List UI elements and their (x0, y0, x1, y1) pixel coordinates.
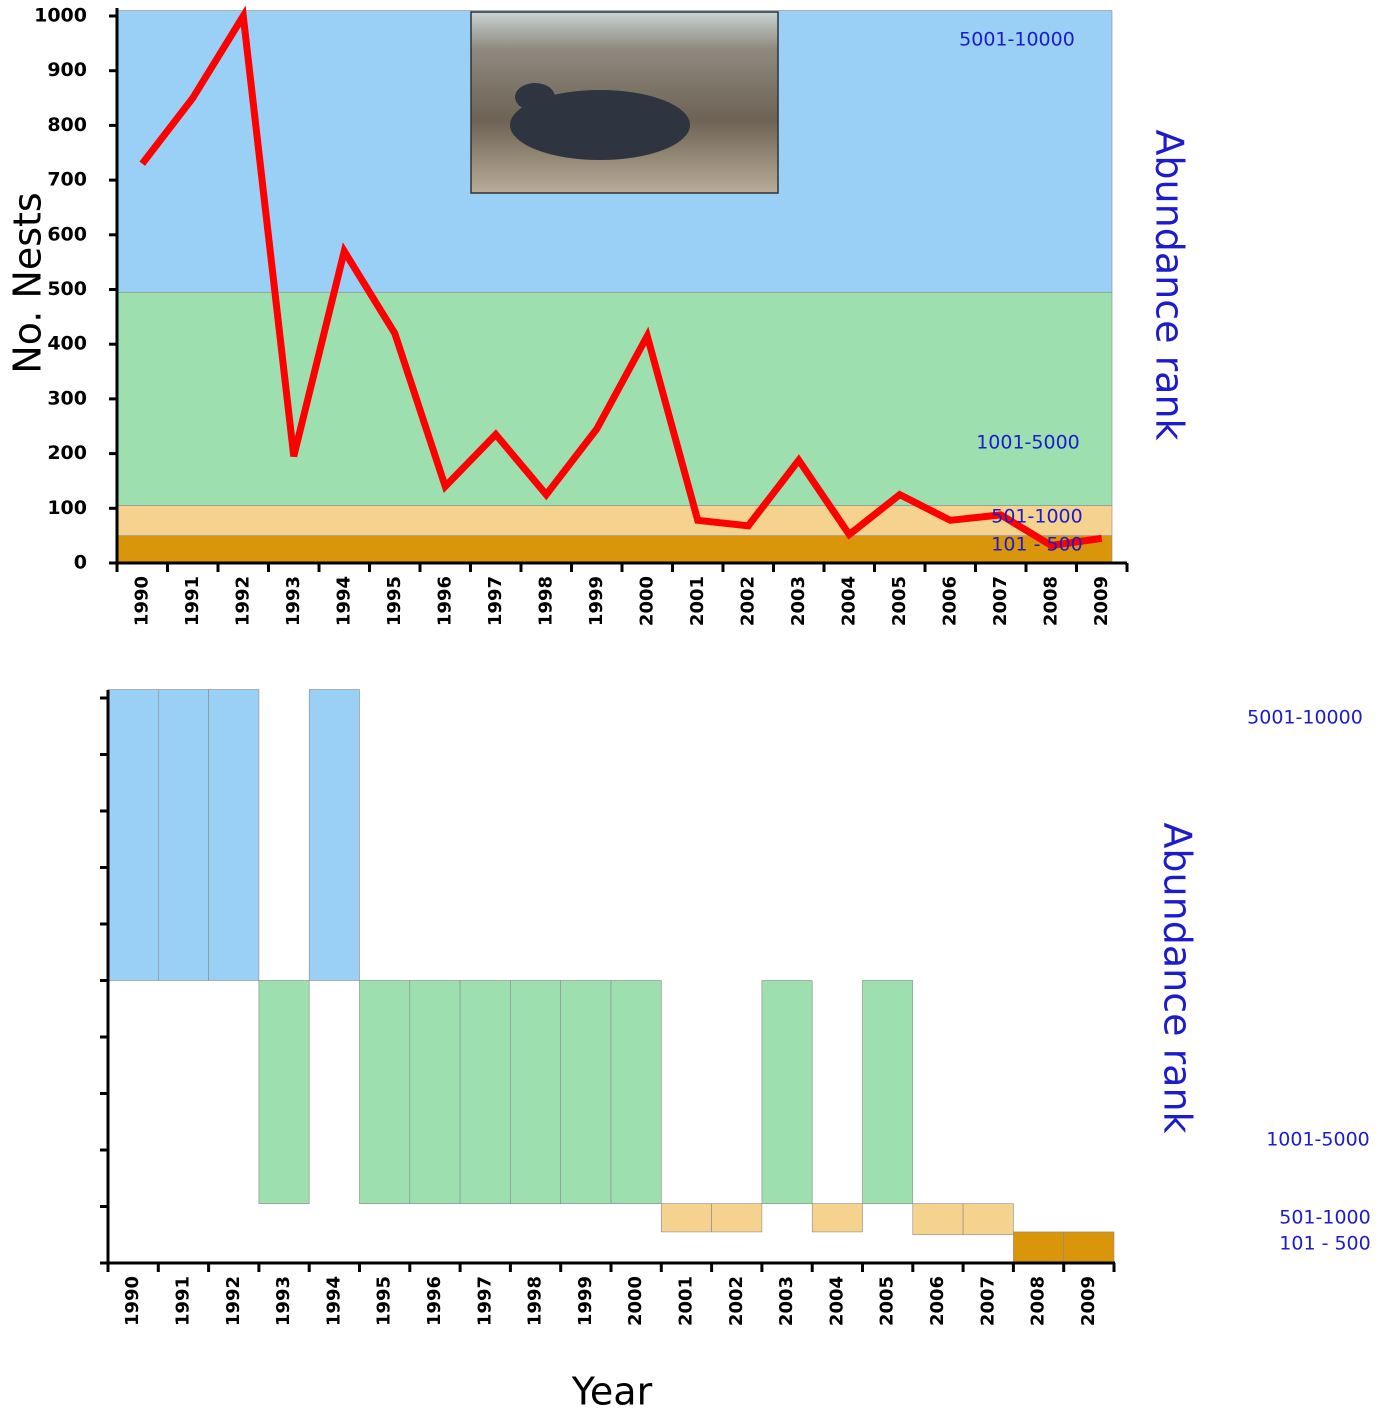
x-tick-label: 2004 (838, 576, 859, 626)
x-tick-label: 1993 (273, 1276, 294, 1326)
y-tick-label: 0 (74, 552, 87, 574)
y-tick-label: 700 (47, 169, 87, 191)
x-tick-label: 2001 (675, 1276, 696, 1326)
band-label: 5001-10000 (959, 29, 1075, 51)
rank-label: 101 - 500 (1279, 1233, 1370, 1255)
x-tick-label: 2004 (826, 1276, 847, 1326)
x-tick-label: 2007 (977, 1276, 998, 1326)
x-tick-label: 1993 (283, 576, 304, 626)
x-tick-label: 2000 (625, 1276, 646, 1326)
rank-block (259, 981, 309, 1204)
x-tick-label: 1999 (586, 576, 607, 626)
rank-label: 1001-5000 (1266, 1129, 1370, 1151)
x-tick-label: 1994 (323, 1276, 344, 1326)
rank-label: 5001-10000 (1247, 707, 1363, 729)
turtle-photo (471, 12, 778, 193)
rank-block (963, 1204, 1013, 1235)
x-tick-label: 1997 (485, 576, 506, 626)
rank-block (1013, 1232, 1063, 1263)
band-label: 101 - 500 (991, 534, 1082, 556)
x-tick-label: 1997 (474, 1276, 495, 1326)
right-axis-title: Abundance rank (1156, 822, 1200, 1133)
y-tick-label: 900 (47, 59, 87, 81)
band-label: 1001-5000 (976, 432, 1080, 454)
x-tick-label: 1998 (535, 576, 556, 626)
y-axis-title: No. Nests (6, 192, 50, 373)
rank-block (762, 981, 812, 1204)
x-tick-label: 2003 (776, 1276, 797, 1326)
x-tick-label: 1995 (374, 1276, 395, 1326)
y-tick-label: 800 (47, 114, 87, 136)
x-tick-label: 2009 (1078, 1276, 1099, 1326)
x-tick-label: 1990 (131, 576, 152, 626)
rank-block (611, 981, 661, 1204)
y-tick-label: 500 (47, 278, 87, 300)
x-tick-label: 2008 (1028, 1276, 1049, 1326)
x-tick-label: 2005 (889, 576, 910, 626)
x-tick-label: 1994 (333, 576, 354, 626)
x-tick-label: 1996 (434, 576, 455, 626)
x-tick-label: 2008 (1040, 576, 1061, 626)
x-tick-label: 2000 (636, 576, 657, 626)
rank-block (812, 1204, 862, 1232)
y-tick-label: 1000 (34, 5, 87, 27)
rank-block (360, 981, 410, 1204)
rank-block (913, 1204, 963, 1235)
x-axis-title: Year (571, 1370, 653, 1414)
x-tick-label: 1992 (223, 1276, 244, 1326)
x-tick-label: 1996 (424, 1276, 445, 1326)
x-tick-label: 1991 (172, 1276, 193, 1326)
rank-block (712, 1204, 762, 1232)
y-tick-label: 400 (47, 333, 87, 355)
y-tick-label: 100 (47, 497, 87, 519)
x-tick-label: 1991 (182, 576, 203, 626)
x-tick-label: 2006 (939, 576, 960, 626)
y-tick-label: 200 (47, 442, 87, 464)
rank-block (209, 690, 259, 981)
x-tick-label: 1998 (525, 1276, 546, 1326)
x-tick-label: 2006 (927, 1276, 948, 1326)
x-tick-label: 1992 (232, 576, 253, 626)
x-tick-label: 1990 (122, 1276, 143, 1326)
x-tick-label: 1999 (575, 1276, 596, 1326)
x-tick-label: 2002 (726, 1276, 747, 1326)
rank-block (158, 690, 208, 981)
rank-block (309, 690, 359, 981)
band-label: 501-1000 (991, 506, 1082, 528)
rank-block (410, 981, 460, 1204)
rank-block (460, 981, 510, 1204)
x-tick-label: 2005 (877, 1276, 898, 1326)
rank-label: 501-1000 (1279, 1207, 1370, 1229)
right-axis-title: Abundance rank (1148, 129, 1192, 440)
x-tick-label: 2007 (990, 576, 1011, 626)
rank-block (661, 1204, 711, 1232)
page: 101 - 500 501-1000 1001-5000 5001-10000 0 100… (0, 0, 1400, 1416)
abundance-band (118, 536, 1112, 563)
rank-block (863, 981, 913, 1204)
x-tick-label: 2009 (1091, 576, 1112, 626)
x-tick-label: 1995 (384, 576, 405, 626)
x-tick-label: 2002 (737, 576, 758, 626)
rank-block (1064, 1232, 1114, 1263)
y-tick-label: 300 (47, 387, 87, 409)
rank-block (108, 690, 158, 981)
x-tick-label: 2003 (788, 576, 809, 626)
rank-block (561, 981, 611, 1204)
x-tick-label: 2001 (687, 576, 708, 626)
y-tick-label: 600 (47, 223, 87, 245)
rank-block (510, 981, 560, 1204)
